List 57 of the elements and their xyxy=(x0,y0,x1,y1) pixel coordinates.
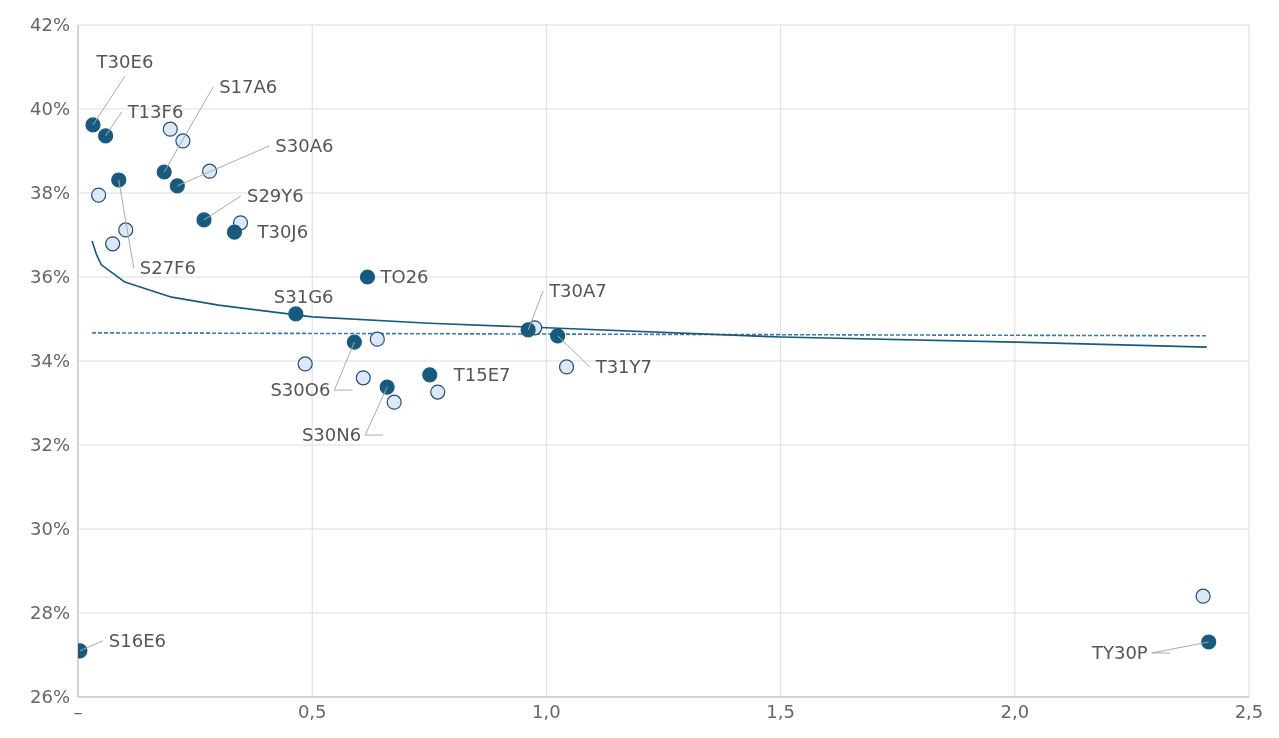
point xyxy=(91,187,107,203)
point xyxy=(422,367,438,383)
y-tick-label: 26% xyxy=(29,686,70,708)
x-tick-label: 0,5 xyxy=(297,700,327,722)
point xyxy=(85,117,101,133)
y-tick-label: 38% xyxy=(29,182,70,204)
annotation: S31G6 xyxy=(273,286,334,308)
y-tick-label: 32% xyxy=(29,434,70,456)
annotation: T30J6 xyxy=(256,221,309,243)
annotation: T15E7 xyxy=(452,364,511,386)
point xyxy=(297,356,313,372)
y-tick-label: 40% xyxy=(29,98,70,120)
y-tick-label: 36% xyxy=(29,266,70,288)
point xyxy=(1201,634,1217,650)
point xyxy=(196,212,212,228)
point xyxy=(359,269,376,285)
point xyxy=(386,394,402,410)
annotation: S17A6 xyxy=(219,76,278,98)
point xyxy=(111,172,127,188)
point xyxy=(98,128,114,144)
annotation: S30O6 xyxy=(270,379,331,401)
y-tick-label: 34% xyxy=(29,350,70,372)
point xyxy=(379,379,395,395)
annotation: T13F6 xyxy=(126,101,184,123)
point xyxy=(355,370,371,386)
y-tick-label: 42% xyxy=(29,14,70,36)
annotation: S27F6 xyxy=(139,257,196,279)
x-tick-label: 1,5 xyxy=(766,700,795,722)
y-tick-label: 30% xyxy=(29,518,70,540)
annotation: S30A6 xyxy=(275,135,334,157)
annotation: S29Y6 xyxy=(247,185,304,207)
line-series xyxy=(91,240,1208,348)
point xyxy=(1195,588,1211,604)
point xyxy=(430,384,446,400)
point xyxy=(520,322,536,338)
x-tick-label: – xyxy=(73,700,83,722)
point xyxy=(162,121,178,137)
annotation: S30N6 xyxy=(301,424,362,446)
point xyxy=(105,236,121,252)
x-tick-label: 2,5 xyxy=(1234,700,1264,722)
annotation: S16E6 xyxy=(108,630,167,652)
annotation: TY30P xyxy=(1090,642,1148,664)
y-tick-label: 28% xyxy=(29,602,70,624)
annotation: T31Y7 xyxy=(594,356,652,378)
point xyxy=(288,306,304,322)
point xyxy=(156,164,172,180)
point xyxy=(369,331,385,347)
annotation: TO26 xyxy=(379,266,429,288)
x-tick-label: 1,0 xyxy=(532,700,561,722)
point xyxy=(346,334,362,350)
point xyxy=(558,359,575,375)
point xyxy=(169,178,185,194)
point xyxy=(550,328,566,344)
point xyxy=(226,224,243,240)
x-tick-label: 2,0 xyxy=(1000,700,1030,722)
annotation: T30A7 xyxy=(548,280,607,302)
annotation: T30E6 xyxy=(95,51,154,73)
